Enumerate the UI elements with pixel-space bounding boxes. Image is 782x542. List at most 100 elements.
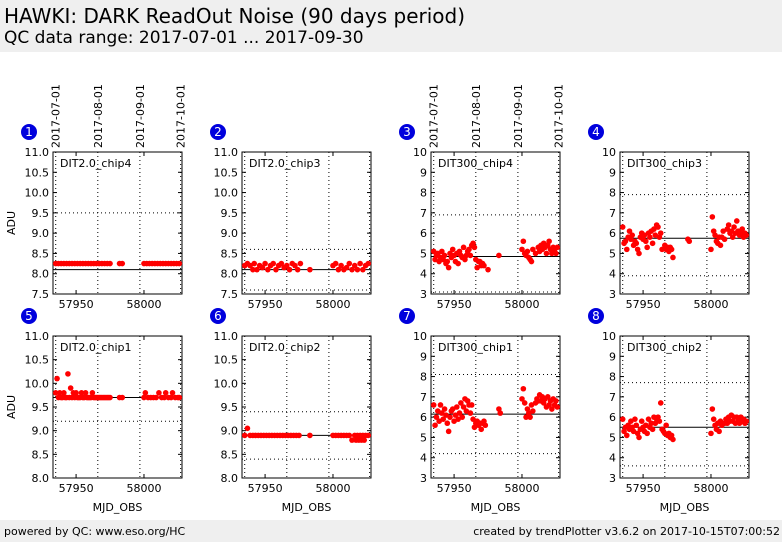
data-point [716,428,722,435]
y-tick-label: 9.5 [221,207,239,220]
data-point [307,266,313,273]
x-tick-label: 57950 [437,298,472,311]
y-tick-label: 9.5 [32,401,50,414]
plot-frame [241,335,372,479]
data-point [633,422,640,429]
data-point [459,414,466,420]
data-point [467,410,474,416]
data-point [619,224,626,230]
y-tick-label: 8 [420,371,427,384]
data-point [82,390,89,396]
y-tick-label: 5 [609,431,616,444]
page-subtitle: QC data range: 2017-07-01 ... 2017-09-30 [4,28,364,48]
y-tick-label: 6 [420,411,427,424]
data-point [709,214,716,220]
y-tick-label: 8.0 [32,268,50,281]
data-point [54,375,60,382]
data-point [254,266,260,273]
x-tick-label: 57950 [437,482,472,495]
y-tick-label: 8.5 [32,448,50,461]
data-point [466,246,472,253]
data-point [343,264,350,271]
y-tick-label: 7 [420,207,427,220]
data-point [643,238,649,245]
y-tick-label: 11.0 [25,330,50,343]
panel-label: DIT2.0_chip2 [249,341,320,354]
data-point [437,402,444,408]
plot-frame [52,335,183,479]
plot-frame [52,151,183,295]
data-point [553,398,559,404]
data-point [432,422,438,429]
data-point [365,260,372,267]
data-point [265,266,271,273]
date-tick-label: 2017-07-01 [50,84,63,148]
data-point [365,432,372,439]
data-point [638,418,645,425]
panel-number-badge [399,124,415,140]
data-point [357,260,363,267]
data-point [78,390,85,396]
data-point [670,436,676,443]
data-point [176,260,183,267]
data-point [523,414,529,420]
header-bar: HAWKI: DARK ReadOut Noise (90 days perio… [0,0,782,52]
data-point [656,418,663,425]
panel-label: DIT2.0_chip3 [249,157,320,170]
data-point [439,248,445,255]
data-point [659,246,665,253]
data-point [73,390,79,396]
y-tick-label: 9 [609,166,616,179]
x-tick-label: 58000 [693,298,728,311]
data-point [278,260,285,267]
footer-generator: created by trendPlotter v3.6.2 on 2017-1… [473,525,780,538]
data-point [349,437,355,443]
y-tick-label: 8.0 [221,472,239,485]
x-tick-label: 58000 [504,298,539,311]
panel-number-badge [21,124,37,140]
y-tick-label: 3 [609,472,616,485]
data-point [346,260,353,267]
data-point [360,266,366,273]
data-point [169,390,176,396]
data-point [349,266,355,273]
y-tick-label: 8 [420,187,427,200]
y-tick-label: 10 [602,146,616,159]
y-tick-label: 9 [420,166,427,179]
data-point [519,246,525,253]
date-tick-label: 2017-10-01 [553,84,566,148]
x-tick-label: 58000 [126,482,161,495]
data-point [332,260,339,267]
y-tick-label: 10.5 [214,166,239,179]
x-tick-label: 57950 [626,298,661,311]
data-point [445,428,452,435]
data-point [156,390,162,396]
y-tick-label: 8 [609,187,616,200]
data-point [141,394,147,401]
panel-number-badge [399,308,415,324]
data-point [645,416,652,422]
data-point [710,416,717,422]
data-point [623,246,630,253]
data-point [162,390,169,396]
x-tick-label: 58000 [504,482,539,495]
data-point [554,404,561,410]
y-tick-label: 5 [609,247,616,260]
data-point [521,400,528,406]
y-tick-label: 9.5 [32,207,50,220]
data-point [460,404,467,410]
data-point [485,266,491,273]
data-point [244,425,251,432]
data-point [471,244,478,251]
data-point [519,396,525,402]
y-tick-label: 8.5 [32,247,50,260]
data-point [657,400,664,406]
data-point [89,390,96,396]
data-point [458,400,464,406]
data-point [273,266,279,273]
data-point [481,262,487,269]
data-point [351,262,358,269]
plot-frame [619,335,750,479]
data-point [553,250,559,257]
panel-number-badge [210,308,226,324]
